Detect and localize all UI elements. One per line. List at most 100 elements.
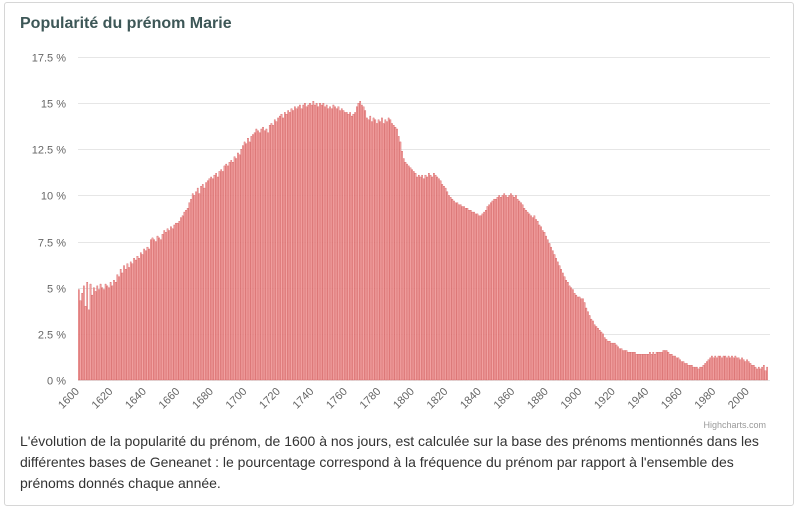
bar[interactable]: [262, 126, 264, 381]
bar[interactable]: [312, 101, 315, 381]
bar[interactable]: [727, 355, 730, 381]
bar[interactable]: [297, 106, 300, 381]
bar[interactable]: [417, 174, 420, 381]
bar[interactable]: [161, 234, 164, 381]
bar[interactable]: [185, 210, 187, 381]
bar[interactable]: [448, 195, 450, 381]
bar[interactable]: [146, 246, 149, 381]
bar[interactable]: [404, 162, 407, 381]
bar[interactable]: [680, 361, 683, 381]
bar[interactable]: [679, 359, 681, 381]
bar[interactable]: [660, 352, 663, 381]
bar[interactable]: [605, 339, 608, 381]
bar[interactable]: [431, 176, 434, 381]
bar[interactable]: [747, 361, 750, 381]
bar[interactable]: [578, 296, 581, 381]
bar[interactable]: [543, 232, 546, 381]
bar[interactable]: [441, 184, 444, 381]
bar[interactable]: [163, 230, 166, 381]
bar[interactable]: [540, 226, 542, 381]
bar[interactable]: [268, 125, 271, 381]
bar[interactable]: [155, 241, 157, 381]
bar[interactable]: [634, 352, 636, 381]
bar[interactable]: [227, 165, 229, 381]
bar[interactable]: [689, 365, 691, 381]
bar[interactable]: [364, 110, 367, 381]
bar[interactable]: [372, 117, 375, 381]
bar[interactable]: [593, 324, 596, 381]
bar[interactable]: [694, 366, 696, 381]
bar[interactable]: [93, 287, 95, 381]
bar[interactable]: [493, 198, 495, 381]
bar[interactable]: [247, 138, 249, 381]
bar[interactable]: [533, 215, 536, 381]
bar[interactable]: [580, 298, 583, 381]
bar[interactable]: [674, 355, 676, 381]
bar[interactable]: [682, 361, 685, 381]
bar[interactable]: [570, 287, 573, 381]
bar[interactable]: [294, 106, 296, 381]
bar[interactable]: [240, 149, 243, 381]
bar[interactable]: [354, 112, 356, 381]
bar[interactable]: [175, 222, 177, 381]
bar[interactable]: [709, 357, 712, 381]
bar[interactable]: [655, 352, 658, 381]
bar[interactable]: [424, 174, 427, 381]
bar[interactable]: [600, 331, 603, 381]
bar[interactable]: [644, 354, 646, 381]
bar[interactable]: [287, 110, 290, 381]
bar[interactable]: [200, 186, 202, 381]
bar[interactable]: [419, 176, 422, 381]
bar[interactable]: [464, 208, 467, 381]
bar[interactable]: [484, 210, 487, 381]
bar[interactable]: [160, 239, 162, 381]
bar[interactable]: [608, 341, 611, 381]
bar[interactable]: [518, 200, 521, 381]
bar[interactable]: [498, 195, 501, 381]
bar[interactable]: [535, 219, 537, 381]
bar[interactable]: [282, 117, 284, 381]
bar[interactable]: [165, 232, 167, 381]
bar[interactable]: [407, 165, 410, 381]
bar[interactable]: [662, 350, 665, 381]
bar[interactable]: [618, 348, 621, 381]
bar[interactable]: [411, 169, 413, 381]
bar[interactable]: [91, 294, 94, 381]
bar[interactable]: [555, 258, 557, 381]
bar[interactable]: [629, 352, 631, 381]
bar[interactable]: [587, 311, 589, 381]
bar[interactable]: [528, 213, 531, 381]
bar[interactable]: [546, 239, 549, 381]
bar[interactable]: [124, 269, 127, 381]
bar[interactable]: [89, 283, 92, 381]
bar[interactable]: [592, 320, 594, 381]
bar[interactable]: [687, 365, 690, 381]
bar[interactable]: [615, 344, 618, 381]
bar[interactable]: [560, 269, 562, 381]
bar[interactable]: [567, 282, 569, 381]
bar[interactable]: [672, 355, 675, 381]
bar[interactable]: [136, 256, 139, 381]
bar[interactable]: [325, 104, 328, 381]
bar[interactable]: [759, 368, 762, 381]
bar[interactable]: [505, 195, 507, 381]
bar[interactable]: [756, 368, 758, 381]
bar[interactable]: [277, 117, 279, 381]
bar[interactable]: [230, 160, 233, 381]
bar[interactable]: [590, 318, 593, 381]
bar[interactable]: [211, 178, 214, 381]
bar[interactable]: [632, 352, 635, 381]
bar[interactable]: [186, 208, 189, 381]
bar[interactable]: [79, 300, 82, 381]
bar[interactable]: [103, 289, 105, 381]
bar[interactable]: [215, 173, 217, 381]
bar[interactable]: [481, 213, 484, 381]
bar[interactable]: [426, 176, 429, 381]
bar[interactable]: [414, 173, 417, 381]
bar[interactable]: [711, 355, 713, 381]
bar[interactable]: [625, 350, 628, 381]
bar[interactable]: [409, 167, 412, 381]
bar[interactable]: [190, 198, 192, 381]
bar[interactable]: [188, 202, 191, 381]
bar[interactable]: [443, 186, 445, 381]
